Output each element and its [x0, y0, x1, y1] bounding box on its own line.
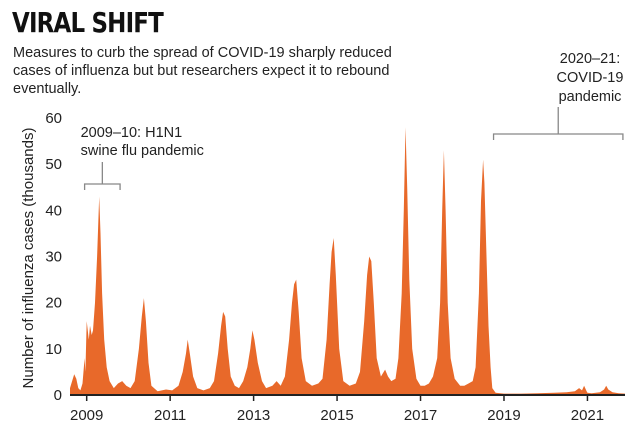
annotation-bracket — [83, 162, 121, 190]
x-tick-label: 2011 — [154, 407, 186, 424]
annotation-h1n1-text: 2009–10: H1N1 — [81, 125, 183, 141]
annotation-covid-text: COVID-19 — [557, 70, 624, 86]
annotation-h1n1-text: swine flu pandemic — [81, 143, 204, 159]
x-tick-label: 2015 — [320, 407, 353, 424]
annotation-bracket — [492, 107, 624, 140]
chart-title: VIRAL SHIFT — [12, 6, 164, 39]
y-axis-label: Number of influenza cases (thousands) — [20, 128, 37, 389]
y-tick-label: 30 — [45, 249, 62, 266]
annotation-covid-text: 2020–21: — [560, 51, 620, 67]
y-tick-label: 20 — [45, 295, 62, 312]
x-tick-label: 2019 — [487, 407, 520, 424]
y-axis-ticks: 0 10 20 30 40 50 60 — [45, 110, 62, 404]
x-tick-label: 2021 — [571, 407, 604, 424]
chart-subtitle: Measures to curb the spread of COVID-19 … — [13, 45, 392, 97]
x-tick-label: 2013 — [237, 407, 270, 424]
x-tick-label: 2009 — [70, 407, 103, 424]
y-tick-label: 40 — [45, 202, 62, 219]
annotation-covid-text: pandemic — [559, 89, 622, 105]
x-axis-ticks: 2009 2011 2013 2015 2017 2019 2021 — [70, 395, 604, 424]
y-tick-label: 0 — [54, 387, 62, 404]
annotations: 2009–10: H1N1 swine flu pandemic 2020–21: C… — [81, 51, 624, 190]
x-tick-label: 2017 — [404, 407, 437, 424]
influenza-area-series — [70, 127, 625, 395]
y-tick-label: 10 — [45, 341, 62, 358]
y-tick-label: 60 — [45, 110, 62, 127]
y-tick-label: 50 — [45, 156, 62, 173]
